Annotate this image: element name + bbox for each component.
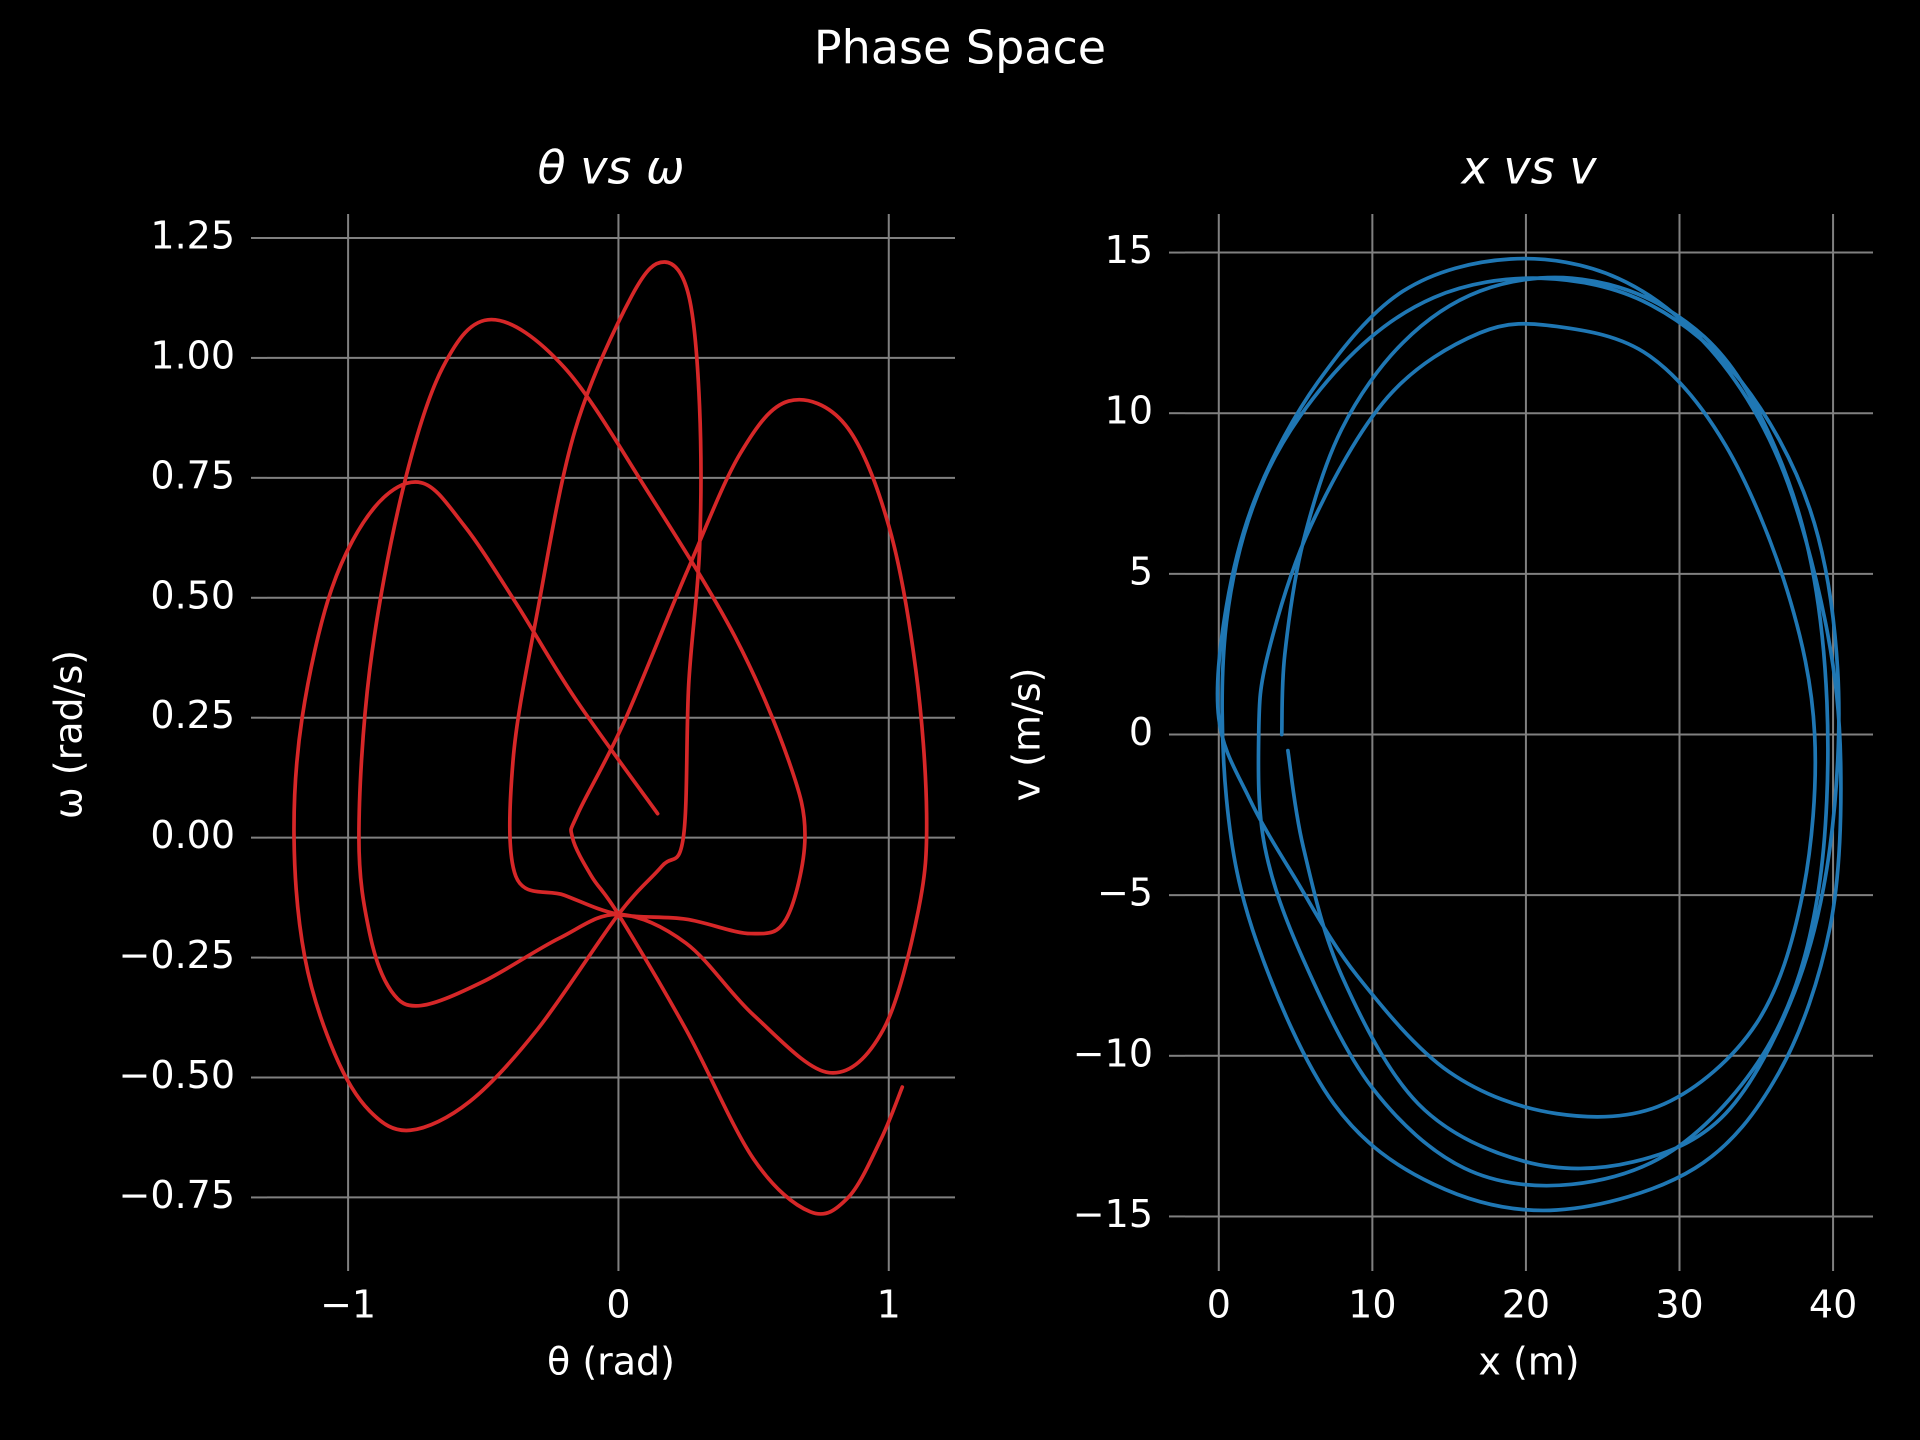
y-tick-label: −15: [1073, 1192, 1153, 1236]
data-line: [1215, 256, 1843, 1213]
x-axis-label: x (m): [1478, 1340, 1579, 1384]
x-tick-label: 20: [1502, 1283, 1550, 1327]
y-tick-label: 15: [1105, 228, 1153, 272]
y-tick-label: 0.50: [150, 573, 235, 617]
x-tick-label: 10: [1348, 1283, 1396, 1327]
subplot-title: x vs v: [1460, 141, 1598, 195]
x-tick-label: −1: [320, 1283, 376, 1327]
x-tick-label: 1: [877, 1283, 901, 1327]
figure-title: Phase Space: [814, 21, 1106, 75]
y-tick-label: 5: [1129, 549, 1153, 593]
y-tick-label: −10: [1073, 1031, 1153, 1075]
y-tick-label: 10: [1105, 389, 1153, 433]
y-tick-label: 0.00: [150, 813, 235, 857]
x-axis-label: θ (rad): [547, 1340, 675, 1384]
y-tick-label: −0.75: [119, 1173, 235, 1217]
y-tick-label: 0: [1129, 710, 1153, 754]
y-axis-label: v (m/s): [1005, 668, 1049, 802]
subplot-title: θ vs ω: [537, 141, 684, 195]
y-tick-label: −0.25: [119, 933, 235, 977]
x-tick-label: 0: [1207, 1283, 1231, 1327]
x-tick-label: 0: [606, 1283, 630, 1327]
y-axis-label: ω (rad/s): [47, 650, 91, 819]
y-tick-label: −0.50: [119, 1053, 235, 1097]
y-tick-label: 0.25: [150, 693, 235, 737]
y-tick-label: 1.25: [150, 213, 235, 257]
x-tick-label: 30: [1655, 1283, 1703, 1327]
y-tick-label: 1.00: [150, 333, 235, 377]
data-line: [292, 260, 929, 1216]
y-tick-label: −5: [1097, 871, 1153, 915]
x-tick-label: 40: [1809, 1283, 1857, 1327]
y-tick-label: 0.75: [150, 453, 235, 497]
